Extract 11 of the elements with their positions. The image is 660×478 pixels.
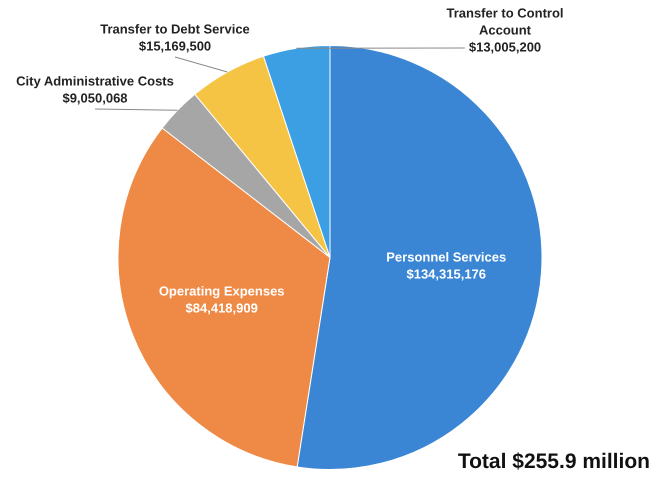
text: Total $255.9 million bbox=[458, 450, 650, 473]
data-label: $9,050,068 bbox=[62, 90, 128, 106]
data-label: $13,005,200 bbox=[468, 40, 542, 55]
slice-label: Personnel Services bbox=[386, 250, 506, 265]
slice-label: Transfer to Control Account bbox=[446, 6, 564, 38]
slice-label: Transfer to Debt Service bbox=[100, 22, 250, 37]
data-label: $84,418,909 bbox=[186, 300, 258, 316]
data-label: $134,315,176 bbox=[406, 266, 486, 282]
slice-label: Operating Expenses bbox=[158, 284, 285, 299]
slice-label: City Administrative Costs bbox=[16, 74, 174, 89]
data-label: $15,169,500 bbox=[138, 38, 212, 54]
